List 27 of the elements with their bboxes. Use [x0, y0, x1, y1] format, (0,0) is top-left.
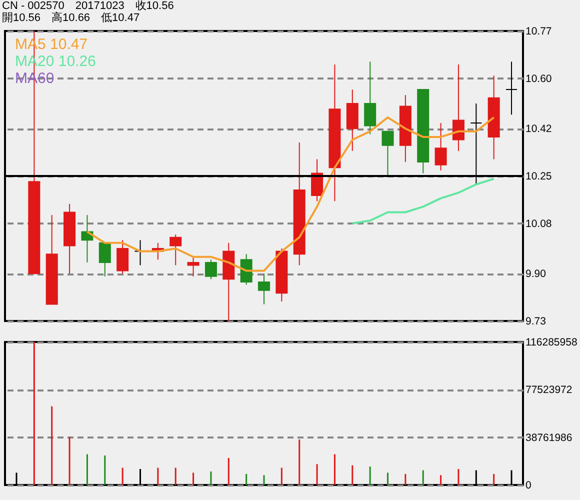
candlestick: [204, 259, 217, 280]
chart-title: CN - 002570 20171023 收10.56: [2, 0, 174, 12]
candlestick: [98, 242, 111, 277]
y-tick-label: 10.60: [526, 72, 552, 85]
y-tick-label: 10.25: [526, 170, 552, 182]
candlestick: [170, 234, 182, 266]
y-tick-label: 116285958: [526, 336, 578, 348]
candlestick: [258, 273, 270, 305]
y-tick-label: 10.77: [526, 26, 552, 38]
y-tick-label: 38761986: [526, 432, 572, 444]
candlestick: [116, 240, 129, 274]
candlestick: [187, 256, 200, 277]
candlestick: [434, 122, 447, 171]
chart-subtitle: 開10.56 高10.66 低10.47: [2, 11, 140, 24]
candlestick: [364, 61, 376, 135]
candlestick: [506, 61, 518, 116]
candlestick: [240, 254, 252, 286]
line-series: [351, 178, 495, 224]
candlestick: [452, 64, 464, 152]
y-tick-label: 10.08: [526, 218, 552, 230]
candlestick: [382, 130, 394, 176]
candlestick: [311, 158, 324, 202]
y-tick-label: 77523972: [526, 384, 572, 396]
y-tick-label: 9.90: [526, 268, 546, 280]
y-tick-label: 0: [526, 480, 532, 492]
y-tick-label: 10.42: [526, 123, 552, 136]
y-tick-label: 9.73: [526, 316, 546, 328]
